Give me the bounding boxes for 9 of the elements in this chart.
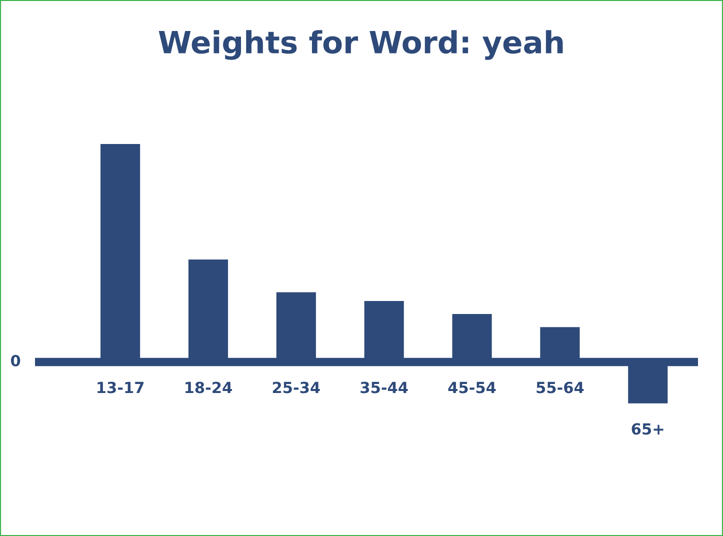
x-tick-label: 18-24	[186, 382, 232, 394]
x-tick-label: 45-54	[448, 382, 496, 394]
text: 0	[10, 354, 20, 366]
x-tick-label: 55-64	[536, 382, 584, 394]
x-tick-label: 25-34	[272, 382, 320, 394]
x-tick-label: 35-44	[360, 382, 408, 394]
chart-title: Weights for Word: yeah	[158, 30, 563, 60]
x-tick-label: 65+	[632, 423, 664, 435]
x-tick-label: 13-17	[98, 382, 144, 394]
